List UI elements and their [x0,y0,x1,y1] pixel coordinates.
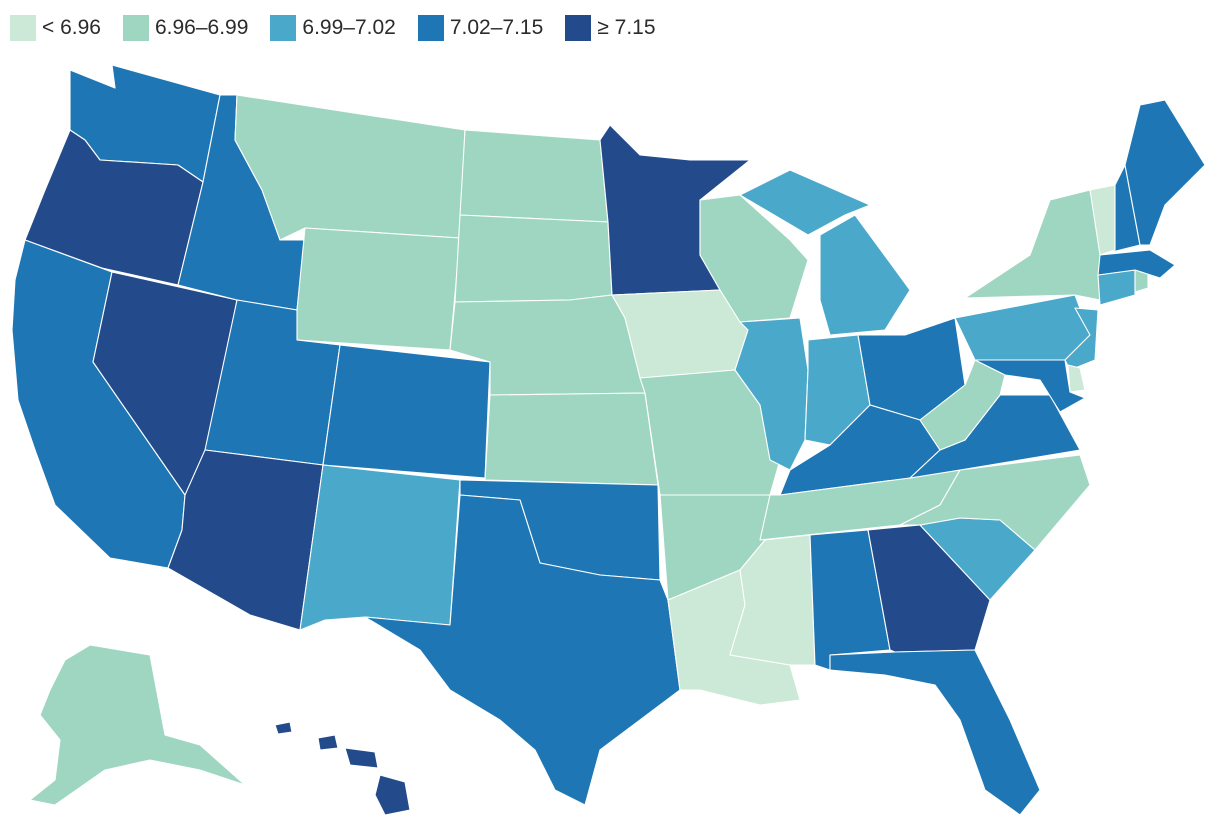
legend-label: 7.02–7.15 [449,16,544,39]
state-ks[interactable] [484,392,659,486]
state-fl[interactable] [829,649,1041,816]
legend-swatch [565,15,592,41]
state-de[interactable] [1067,364,1086,393]
legend-swatch [122,15,149,41]
legend-label: 6.99–7.02 [302,16,396,39]
state-me[interactable] [1124,99,1206,246]
legend-item: < 6.96 [10,15,101,41]
state-wi[interactable] [699,194,809,323]
legend: < 6.96 6.96–6.99 6.99–7.02 7.02–7.15 ≥ 7… [10,10,678,46]
state-ct[interactable] [1097,269,1136,306]
state-hi[interactable] [274,721,411,816]
state-nh[interactable] [1099,164,1141,256]
legend-item: 6.96–6.99 [122,15,249,41]
state-wy[interactable] [296,227,461,351]
state-ma[interactable] [1097,249,1176,279]
state-sd[interactable] [454,214,613,303]
state-md[interactable] [974,359,1086,413]
legend-item: ≥ 7.15 [565,15,656,41]
state-il[interactable] [734,317,809,471]
state-ny[interactable] [964,189,1106,301]
legend-swatch [270,15,297,41]
state-tx[interactable] [364,494,681,806]
legend-label: < 6.96 [42,16,101,39]
state-ak[interactable] [29,644,246,806]
legend-swatch [417,15,444,41]
state-nc[interactable] [899,454,1091,551]
legend-item: 6.99–7.02 [270,15,396,41]
legend-label: ≥ 7.15 [597,16,656,39]
legend-item: 7.02–7.15 [417,15,544,41]
state-co[interactable] [322,344,491,479]
state-nm[interactable] [299,464,461,631]
legend-label: 6.96–6.99 [154,16,249,39]
state-pa[interactable] [954,294,1091,361]
legend-swatch [10,15,36,41]
state-mi[interactable] [739,169,911,336]
state-nd[interactable] [459,129,609,223]
state-wv[interactable] [919,359,1006,451]
